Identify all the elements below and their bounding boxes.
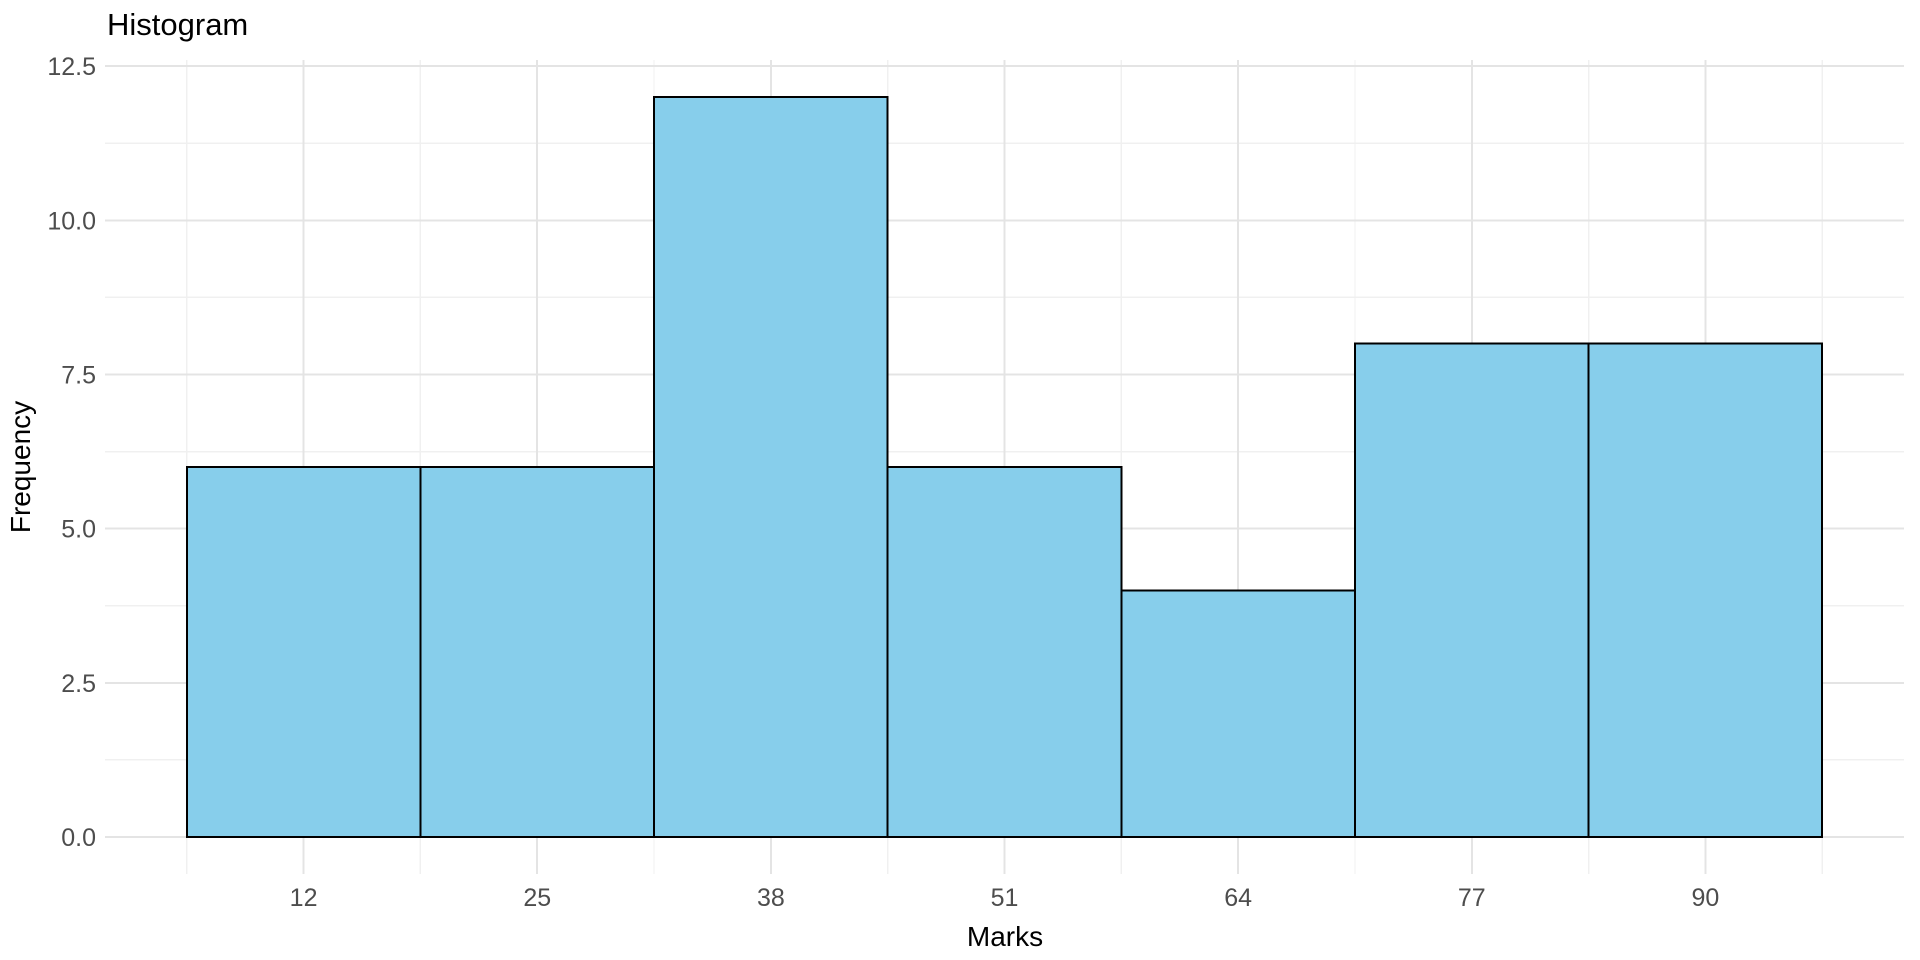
histogram-bar-64 xyxy=(1120,589,1356,838)
histogram-bar-90 xyxy=(1587,342,1824,838)
x-tick-label-38: 38 xyxy=(757,884,785,912)
y-tick-label-5.0: 5.0 xyxy=(61,516,96,544)
histogram-bar-25 xyxy=(419,466,656,838)
x-axis-title: Marks xyxy=(966,921,1044,952)
histogram-bar-51 xyxy=(886,466,1123,838)
y-tick-label-2.5: 2.5 xyxy=(61,670,96,698)
chart-title: Histogram xyxy=(107,7,249,42)
histogram-bar-38 xyxy=(653,96,889,838)
y-tick-label-7.5: 7.5 xyxy=(61,362,96,390)
x-tick-label-12: 12 xyxy=(290,884,318,912)
x-tick-label-90: 90 xyxy=(1692,884,1720,912)
histogram-bar-12 xyxy=(185,466,422,838)
x-tick-label-51: 51 xyxy=(991,884,1019,912)
histogram-bar-77 xyxy=(1353,342,1590,838)
x-tick-label-77: 77 xyxy=(1458,884,1486,912)
y-tick-label-10.0: 10.0 xyxy=(47,207,96,235)
y-tick-label-0.0: 0.0 xyxy=(61,824,96,852)
y-tick-label-12.5: 12.5 xyxy=(47,53,96,81)
x-tick-label-25: 25 xyxy=(523,884,551,912)
y-axis-title: Frequency xyxy=(5,400,36,534)
x-tick-label-64: 64 xyxy=(1224,884,1252,912)
